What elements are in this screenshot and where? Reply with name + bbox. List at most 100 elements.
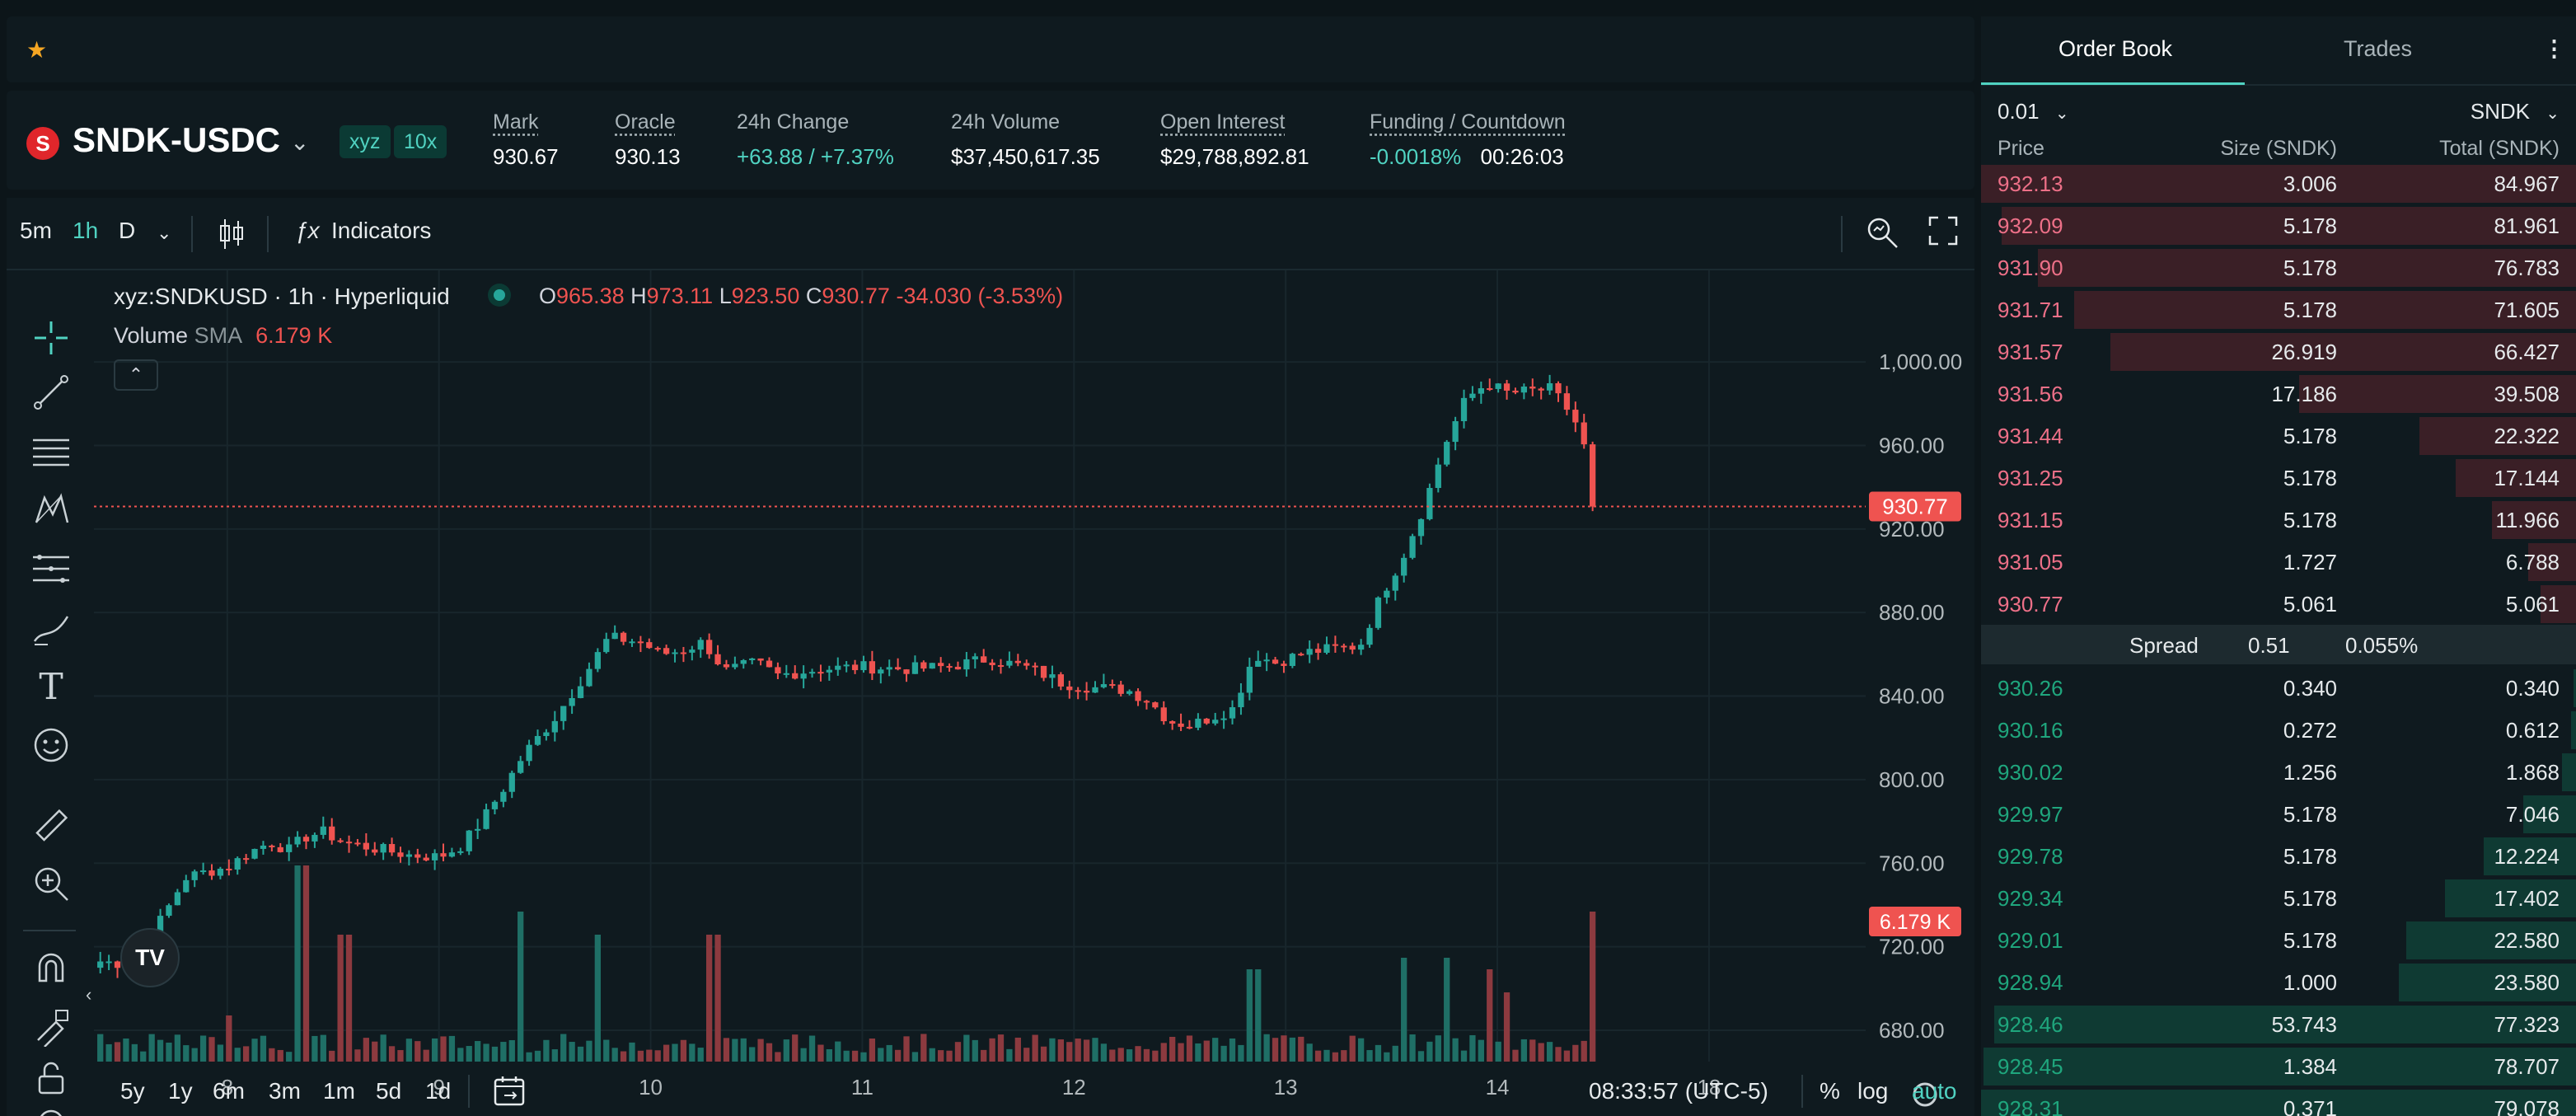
interval-5m[interactable]: 5m [20, 218, 52, 243]
ruler-icon[interactable] [31, 806, 71, 846]
fullscreen-icon[interactable] [1927, 214, 1960, 253]
lock-drawing-icon[interactable] [31, 1007, 71, 1048]
collapse-legend-button[interactable]: ⌃ [114, 359, 158, 391]
crosshair-icon[interactable] [31, 318, 71, 358]
bid-row[interactable]: 930.16 0.272 0.612 [1981, 710, 2576, 750]
ask-row[interactable]: 931.44 5.178 22.322 [1981, 415, 2576, 456]
bid-row[interactable]: 929.97 5.178 7.046 [1981, 794, 2576, 834]
volume-bar [217, 1044, 224, 1062]
ask-row[interactable]: 931.15 5.178 11.966 [1981, 499, 2576, 540]
price-chart[interactable]: 1,000.00960.00920.00880.00840.00800.0076… [94, 270, 1974, 1116]
volume-bar [989, 1038, 995, 1062]
ask-row[interactable]: 932.09 5.178 81.961 [1981, 205, 2576, 246]
chevron-down-icon[interactable]: ⌄ [290, 129, 310, 155]
star-icon[interactable]: ★ [26, 37, 48, 63]
bid-row[interactable]: 930.02 1.256 1.868 [1981, 752, 2576, 792]
interval-dropdown-icon[interactable]: ⌄ [157, 223, 172, 243]
clock-time[interactable]: 08:33:57 (UTC-5) [1589, 1078, 1768, 1104]
ask-row[interactable]: 931.71 5.178 71.605 [1981, 289, 2576, 330]
log-toggle[interactable]: log [1857, 1078, 1889, 1104]
candle-body [1169, 721, 1176, 724]
volume-bar [586, 1040, 592, 1062]
candle-body [714, 654, 721, 665]
unlock-icon[interactable] [31, 1058, 71, 1098]
range-1d[interactable]: 1d [425, 1078, 452, 1104]
ask-row[interactable]: 930.77 5.061 5.061 [1981, 584, 2576, 624]
fib-icon[interactable] [31, 549, 71, 588]
depth-bar [1993, 1006, 2576, 1043]
percent-toggle[interactable]: % [1820, 1078, 1840, 1104]
trend-line-icon[interactable] [31, 373, 71, 412]
indicators-button[interactable]: Indicators [331, 218, 432, 243]
range-1y[interactable]: 1y [168, 1078, 193, 1104]
order-total: 1.868 [2505, 760, 2560, 785]
volume-bar [380, 1034, 386, 1062]
bid-row[interactable]: 928.94 1.000 23.580 [1981, 962, 2576, 1002]
tick-size-select[interactable]: 0.01 ⌄ [1998, 99, 2069, 124]
volume-bar [757, 1039, 764, 1062]
ask-row[interactable]: 931.90 5.178 76.783 [1981, 247, 2576, 288]
more-options-icon[interactable]: ⋮ [2543, 36, 2565, 61]
candle-body [345, 842, 353, 844]
collapse-toolbar-icon[interactable]: ‹ [86, 984, 92, 1005]
zoom-in-icon[interactable] [31, 864, 71, 903]
zoom-search-icon[interactable] [1864, 214, 1900, 256]
depth-bar [2492, 501, 2576, 539]
depth-bar [2522, 795, 2576, 833]
volume-bar [1255, 969, 1262, 1062]
tradingview-logo-icon[interactable]: TV [120, 928, 180, 987]
range-5y[interactable]: 5y [120, 1078, 145, 1104]
emoji-icon[interactable] [31, 725, 71, 765]
interval-d[interactable]: D [119, 218, 136, 243]
candle-type-icon[interactable] [218, 218, 246, 256]
range-3m[interactable]: 3m [269, 1078, 301, 1104]
pattern-icon[interactable] [31, 490, 71, 529]
brush-icon[interactable] [31, 608, 71, 648]
range-5d[interactable]: 5d [376, 1078, 402, 1104]
order-size: 0.371 [2283, 1096, 2337, 1116]
bid-row[interactable]: 928.45 1.384 78.707 [1981, 1046, 2576, 1086]
bid-row[interactable]: 929.34 5.178 17.402 [1981, 878, 2576, 918]
volume-bar [114, 1042, 121, 1062]
auto-toggle[interactable]: auto [1912, 1078, 1957, 1104]
volume-bar [1023, 1048, 1030, 1062]
volume-bar [1589, 912, 1596, 1062]
bid-row[interactable]: 928.46 53.743 77.323 [1981, 1004, 2576, 1044]
volume-bar [466, 1046, 472, 1062]
bid-row[interactable]: 930.26 0.340 0.340 [1981, 668, 2576, 708]
bid-row[interactable]: 929.78 5.178 12.224 [1981, 836, 2576, 876]
text-icon[interactable]: T [39, 666, 63, 708]
pair-name[interactable]: SNDK-USDC [73, 120, 280, 159]
range-1m[interactable]: 1m [323, 1078, 355, 1104]
volume-bar [714, 935, 721, 1062]
ask-row[interactable]: 931.25 5.178 17.144 [1981, 457, 2576, 498]
candle-body [1460, 397, 1468, 422]
volume-bar [242, 1046, 250, 1062]
bid-row[interactable]: 928.31 0.371 79.078 [1981, 1088, 2576, 1116]
bid-row[interactable]: 929.01 5.178 22.580 [1981, 920, 2576, 960]
stat-value: +63.88 / +7.37% [737, 144, 894, 169]
range-6m[interactable]: 6m [213, 1078, 245, 1104]
volume-bar [457, 1048, 464, 1062]
ask-row[interactable]: 931.56 17.186 39.508 [1981, 373, 2576, 414]
candle-body [1289, 654, 1296, 666]
tab-order-book[interactable]: Order Book [2058, 36, 2173, 61]
divider [191, 216, 193, 252]
volume-bar [560, 1034, 567, 1062]
horizontal-lines-icon[interactable] [31, 432, 71, 471]
magnet-icon[interactable] [31, 948, 71, 987]
spread-value: 0.51 [2248, 633, 2290, 658]
date-range-icon[interactable] [493, 1075, 527, 1114]
unit-select[interactable]: SNDK ⌄ [2471, 99, 2560, 124]
fx-icon[interactable]: ƒx [295, 218, 320, 243]
funding-rate: -0.0018% [1370, 144, 1462, 169]
ask-row[interactable]: 931.05 1.727 6.788 [1981, 542, 2576, 582]
tab-trades[interactable]: Trades [2344, 36, 2413, 61]
dex-badge: xyz [340, 125, 391, 158]
interval-1h[interactable]: 1h [73, 218, 99, 243]
candle-body [1032, 665, 1038, 668]
ask-row[interactable]: 932.13 3.006 84.967 [1981, 163, 2576, 204]
last-volume-label: 6.179 K [1880, 911, 1951, 934]
ask-row[interactable]: 931.57 26.919 66.427 [1981, 331, 2576, 372]
eye-icon[interactable] [31, 1103, 71, 1116]
